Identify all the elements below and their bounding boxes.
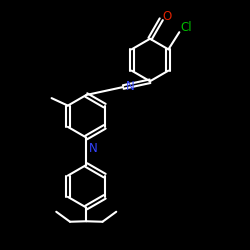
Text: O: O	[162, 10, 172, 23]
Text: N: N	[89, 142, 98, 154]
Text: Cl: Cl	[180, 22, 192, 35]
Text: N: N	[126, 80, 134, 92]
